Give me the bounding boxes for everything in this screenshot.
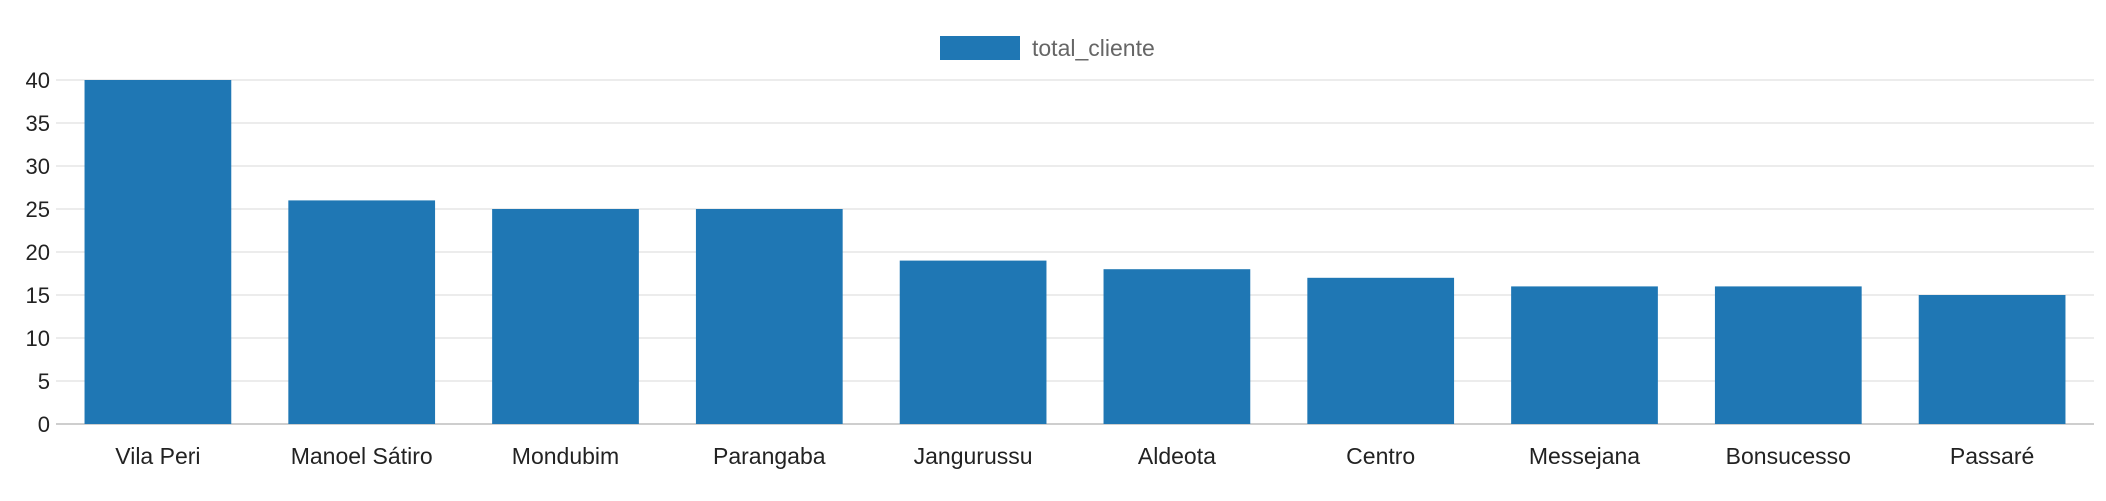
bar-centro[interactable] — [1307, 277, 1455, 424]
bar-messejana[interactable] — [1511, 286, 1658, 424]
legend[interactable]: total_cliente — [940, 35, 1155, 61]
bar-vila-peri[interactable] — [84, 80, 232, 424]
bar-aldeota[interactable] — [1103, 269, 1251, 424]
bar-manoel-satiro[interactable] — [288, 200, 436, 424]
x-tick-label-centro: Centro — [1346, 443, 1415, 469]
y-tick-label: 25 — [26, 197, 50, 222]
y-tick-label: 35 — [26, 111, 50, 136]
axes: 0 5 10 15 20 25 30 35 40 Vila Peri Manoel Sátiro Mo… — [26, 68, 2035, 469]
y-tick-label: 0 — [38, 412, 50, 437]
x-tick-label-bonsucesso: Bonsucesso — [1726, 443, 1851, 469]
x-tick-label-vila-peri: Vila Peri — [115, 443, 200, 469]
y-tick-label: 40 — [26, 68, 50, 93]
bar-passare[interactable] — [1918, 295, 2066, 424]
bar-mondubim[interactable] — [492, 209, 639, 424]
bar-parangaba[interactable] — [695, 209, 843, 424]
x-tick-label-messejana: Messejana — [1529, 443, 1640, 469]
y-tick-label: 5 — [38, 369, 50, 394]
x-tick-label-mondubim: Mondubim — [512, 443, 619, 469]
legend-swatch[interactable] — [940, 36, 1020, 60]
y-tick-label: 10 — [26, 326, 50, 351]
y-tick-label: 30 — [26, 154, 50, 179]
x-tick-label-parangaba: Parangaba — [713, 443, 826, 469]
y-tick-label: 20 — [26, 240, 50, 265]
x-tick-label-passare: Passaré — [1950, 443, 2034, 469]
x-tick-label-aldeota: Aldeota — [1138, 443, 1216, 469]
bars — [84, 80, 2066, 424]
legend-label-total-cliente[interactable]: total_cliente — [1032, 35, 1155, 61]
bar-jangurussu[interactable] — [899, 260, 1047, 424]
x-tick-label-manoel-satiro: Manoel Sátiro — [291, 443, 433, 469]
x-tick-label-jangurussu: Jangurussu — [914, 443, 1033, 469]
bar-bonsucesso[interactable] — [1714, 286, 1862, 424]
y-tick-label: 15 — [26, 283, 50, 308]
